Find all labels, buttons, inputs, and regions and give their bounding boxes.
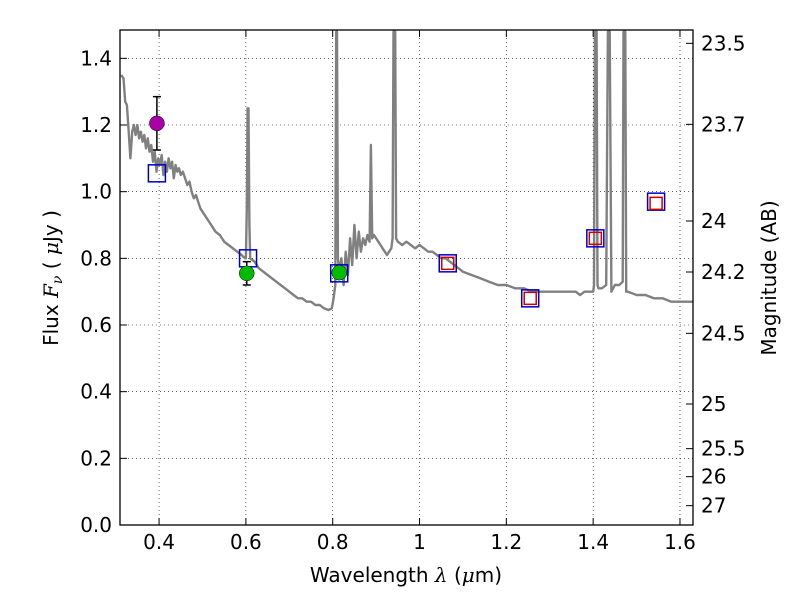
x-tick-label: 0.4 — [143, 530, 175, 554]
upper-limit-point — [440, 256, 455, 271]
x-tick-label: 0.6 — [230, 530, 262, 554]
x-tick-label: 1.4 — [577, 530, 609, 554]
model-photometry-point — [520, 289, 540, 308]
model-photometry-point — [646, 192, 666, 211]
x-tick-label: 1 — [413, 530, 426, 554]
y-right-tick-label: 24.2 — [701, 260, 746, 284]
detection-point — [239, 265, 255, 282]
axes-frame — [119, 29, 694, 526]
detection-point — [149, 115, 165, 132]
grid — [120, 30, 693, 526]
y-tick-label: 1.4 — [80, 46, 112, 70]
model-photometry-point — [438, 254, 457, 273]
y-right-tick-label: 24 — [701, 209, 726, 233]
y-tick-label: 0.0 — [80, 513, 112, 537]
y-axis-right-label: Magnitude (AB) — [757, 200, 781, 355]
y-axis-label: Flux Fν ( μJy ) — [39, 210, 66, 346]
y-tick-label: 1.0 — [80, 180, 112, 204]
y-right-tick-label: 23.5 — [701, 31, 746, 55]
x-tick-label: 1.6 — [664, 530, 696, 554]
x-tick-label: 0.8 — [317, 530, 349, 554]
y-tick-label: 0.2 — [80, 446, 112, 470]
x-axis-label: Wavelength λ (μm) — [310, 563, 502, 587]
y-right-tick-label: 27 — [701, 494, 726, 518]
series-group — [120, 30, 693, 312]
y-tick-label: 0.6 — [80, 313, 112, 337]
y-right-tick-label: 23.7 — [701, 112, 746, 136]
model-photometry-point — [586, 229, 605, 248]
model-photometry-point — [147, 164, 167, 183]
model-photometry-point — [329, 264, 349, 283]
y-right-tick-label: 25.5 — [701, 437, 746, 461]
y-tick-label: 0.8 — [80, 246, 112, 270]
x-tick-label: 1.2 — [490, 530, 522, 554]
y-tick-label: 1.2 — [80, 113, 112, 137]
plot-area — [120, 30, 693, 312]
detection-point — [331, 264, 347, 281]
upper-limit-point — [649, 196, 663, 211]
y-right-tick-label: 26 — [701, 465, 726, 489]
y-right-tick-label: 25 — [701, 392, 726, 416]
axis-ticks: 0.4 0.6 0.8 1 1.2 1.4 1.6 0.0 0.2 0.4 0.6 0.8 1.0 1.2… — [80, 30, 746, 554]
upper-limit-point — [588, 231, 603, 246]
y-tick-label: 0.4 — [80, 380, 112, 404]
upper-limit-point — [523, 291, 537, 306]
y-right-tick-label: 24.5 — [701, 321, 746, 345]
